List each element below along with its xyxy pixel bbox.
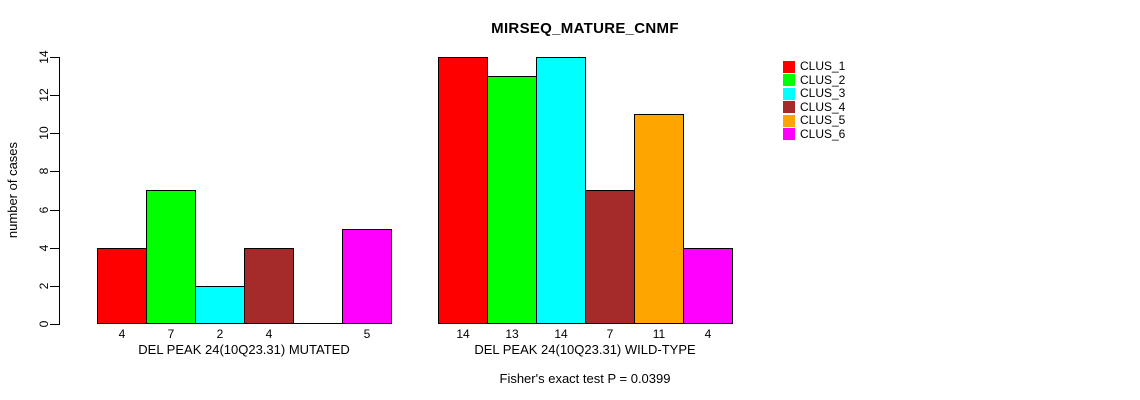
legend-item: CLUS_1 <box>783 60 845 74</box>
y-axis-tick <box>50 248 59 249</box>
y-axis-tick-label: 0 <box>37 320 51 328</box>
legend-item: CLUS_5 <box>783 114 845 128</box>
legend-item: CLUS_3 <box>783 87 845 101</box>
y-axis-tick-label: 6 <box>37 206 51 214</box>
y-axis-tick <box>50 286 59 287</box>
bar-clus_6-group2 <box>683 248 733 324</box>
y-axis-tick-label: 12 <box>37 88 51 102</box>
bar-clus_2-group2 <box>487 76 537 324</box>
bar-value-label: 7 <box>606 327 614 341</box>
group-label-mutated: DEL PEAK 24(10Q23.31) MUTATED <box>138 342 350 357</box>
bar-value-label: 4 <box>118 327 126 341</box>
legend-label: CLUS_4 <box>800 99 846 114</box>
y-axis-title: number of cases <box>5 141 20 239</box>
y-axis-line <box>59 57 60 325</box>
legend-label: CLUS_1 <box>800 59 846 74</box>
bar-value-label: 4 <box>704 327 712 341</box>
bar-value-label: 11 <box>652 327 666 341</box>
bar-value-label: 14 <box>456 327 470 341</box>
y-axis-tick <box>50 210 59 211</box>
y-axis-tick-label: 2 <box>37 282 51 290</box>
y-axis-tick <box>50 95 59 96</box>
y-axis-tick-label: 10 <box>37 126 51 140</box>
legend-item: CLUS_4 <box>783 99 846 115</box>
legend-label: CLUS_6 <box>800 126 846 141</box>
legend-label: CLUS_2 <box>800 72 846 87</box>
bar-clus_1-group1 <box>97 248 147 324</box>
bar-clus_4-group2 <box>585 190 635 324</box>
y-axis-tick-label: 4 <box>37 244 51 252</box>
bar-value-label: 4 <box>265 327 273 341</box>
legend-swatch-clus_6 <box>783 128 795 141</box>
bar-value-label: 5 <box>363 327 371 341</box>
bar-clus_2-group1 <box>146 190 196 324</box>
chart-title: MIRSEQ_MATURE_CNMF <box>491 20 679 37</box>
legend-label: CLUS_3 <box>800 86 846 101</box>
y-axis-tick-label: 8 <box>37 167 51 175</box>
bar-clus_3-group1 <box>195 286 245 324</box>
bar-clus_6-group1 <box>342 229 392 324</box>
bar-value-label: 13 <box>505 327 519 341</box>
legend-swatch-clus_5 <box>783 114 795 127</box>
bar-clus_1-group2 <box>438 57 488 324</box>
legend-swatch-clus_4 <box>783 101 795 114</box>
group-label-wild-type: DEL PEAK 24(10Q23.31) WILD-TYPE <box>474 342 696 357</box>
bar-clus_5-group2 <box>634 114 684 324</box>
legend-label: CLUS_5 <box>800 113 846 128</box>
y-axis-tick-label: 14 <box>37 50 51 64</box>
legend-swatch-clus_1 <box>783 60 795 73</box>
y-axis-tick <box>50 57 59 58</box>
legend-swatch-clus_2 <box>783 74 795 87</box>
fisher-test-caption: Fisher's exact test P = 0.0399 <box>499 371 671 386</box>
bar-value-label: 14 <box>554 327 568 341</box>
bar-value-label: 7 <box>167 327 175 341</box>
y-axis-tick <box>50 171 59 172</box>
legend-item: CLUS_2 <box>783 72 846 88</box>
y-axis-tick <box>50 324 59 325</box>
bar-clus_5-group1 <box>293 323 343 324</box>
y-axis-tick <box>50 133 59 134</box>
bar-clus_3-group2 <box>536 57 586 324</box>
legend-swatch-clus_3 <box>783 87 795 100</box>
legend-item: CLUS_6 <box>783 126 846 142</box>
bar-value-label: 2 <box>216 327 224 341</box>
bar-clus_4-group1 <box>244 248 294 324</box>
legend: CLUS_1 CLUS_2 CLUS_3 CLUS_4 CLUS_5 CLUS_6 <box>783 60 845 141</box>
